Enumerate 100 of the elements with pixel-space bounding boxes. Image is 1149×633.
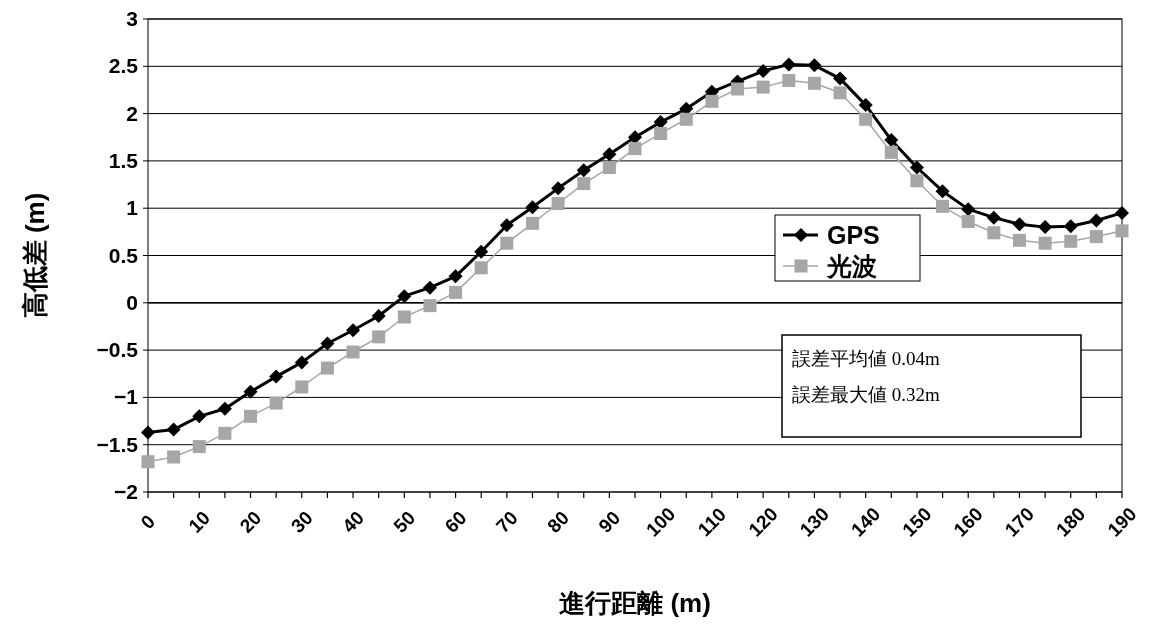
x-tick-label: 40 (338, 507, 368, 537)
y-tick-label: −1.5 (96, 432, 139, 456)
point (167, 450, 181, 464)
y-axis-title: 高低差 (m) (20, 192, 50, 319)
point (1115, 205, 1129, 220)
point (474, 261, 488, 275)
point (1012, 217, 1027, 232)
point (859, 112, 873, 126)
x-tick-label: 150 (898, 503, 936, 541)
y-tick-label: −2 (114, 480, 138, 503)
point (987, 226, 1001, 240)
point (448, 269, 463, 284)
y-tick-label: 3 (126, 7, 138, 30)
point (320, 336, 335, 351)
point (217, 401, 232, 416)
point (884, 145, 898, 159)
point (449, 285, 463, 299)
x-tick-label: 10 (184, 507, 215, 537)
point (602, 161, 616, 175)
point (858, 98, 873, 113)
y-tick-label: 0.5 (108, 243, 139, 267)
annotation: 誤差平均値 0.04m (792, 348, 940, 369)
x-tick-label: 60 (440, 507, 471, 537)
point (320, 361, 334, 375)
point (525, 200, 540, 215)
y-tick-label: 2.5 (108, 54, 139, 78)
y-tick-label: 1.5 (108, 148, 139, 172)
x-tick-label: 90 (594, 507, 625, 537)
point (474, 244, 489, 259)
point (423, 299, 437, 313)
x-tick-label: 190 (1103, 503, 1141, 541)
point (833, 71, 848, 86)
point (961, 214, 975, 228)
point (141, 425, 155, 440)
point (782, 73, 796, 87)
point (884, 133, 899, 148)
x-tick-label: 80 (543, 507, 573, 537)
point (576, 163, 591, 178)
x-tick-label: 130 (795, 503, 834, 541)
point (1038, 236, 1052, 250)
point (961, 202, 976, 217)
point (499, 218, 514, 233)
x-tick-label: 120 (744, 503, 782, 541)
point (935, 184, 950, 199)
point (192, 440, 206, 454)
point (500, 236, 514, 250)
point (525, 216, 539, 230)
x-axis-title: 進行距離 (m) (559, 588, 711, 618)
point (1063, 219, 1078, 234)
point (602, 147, 617, 162)
annotation: 誤差最大値 0.32m (792, 384, 940, 405)
x-tick-label: 100 (642, 503, 680, 541)
point (269, 369, 284, 384)
point (628, 142, 642, 156)
point (551, 181, 566, 196)
point (551, 196, 565, 210)
point (705, 94, 719, 108)
point (1089, 213, 1104, 228)
point (807, 76, 821, 90)
legend-label: 光波 (826, 252, 877, 280)
point (294, 355, 309, 370)
point (218, 426, 232, 440)
y-tick-label: 2 (126, 101, 138, 125)
point (807, 58, 822, 73)
y-tick-label: −0.5 (96, 338, 139, 362)
y-tick-label: 0 (126, 290, 138, 314)
point (781, 57, 796, 72)
point (654, 126, 668, 140)
point (936, 199, 950, 213)
x-tick-label: 110 (693, 503, 731, 541)
legend-label: GPS (827, 221, 880, 249)
point (422, 280, 437, 295)
point (1089, 230, 1103, 244)
point (1012, 233, 1026, 247)
point (756, 80, 770, 94)
point (577, 177, 591, 191)
point (910, 174, 924, 188)
x-tick-label: 70 (491, 507, 522, 537)
x-tick-label: 20 (235, 507, 266, 537)
point (346, 323, 361, 338)
point (244, 409, 258, 423)
y-tick-label: −1 (114, 385, 139, 409)
point (269, 396, 283, 410)
point (833, 86, 847, 100)
point (1038, 220, 1053, 235)
point (192, 409, 207, 424)
point (1064, 234, 1078, 248)
x-tick-label: 170 (1000, 503, 1039, 541)
point (166, 422, 181, 437)
point (1115, 224, 1129, 238)
point (295, 380, 309, 394)
point (243, 384, 258, 399)
point (731, 82, 745, 96)
y-tick-label: 1 (126, 196, 139, 220)
note: 誤差平均値 0.04m 誤差最大値 0.32m (781, 334, 1082, 438)
point (679, 112, 693, 126)
x-tick-label: 140 (847, 503, 885, 541)
point (628, 130, 642, 145)
point (397, 310, 411, 324)
point (909, 160, 924, 175)
